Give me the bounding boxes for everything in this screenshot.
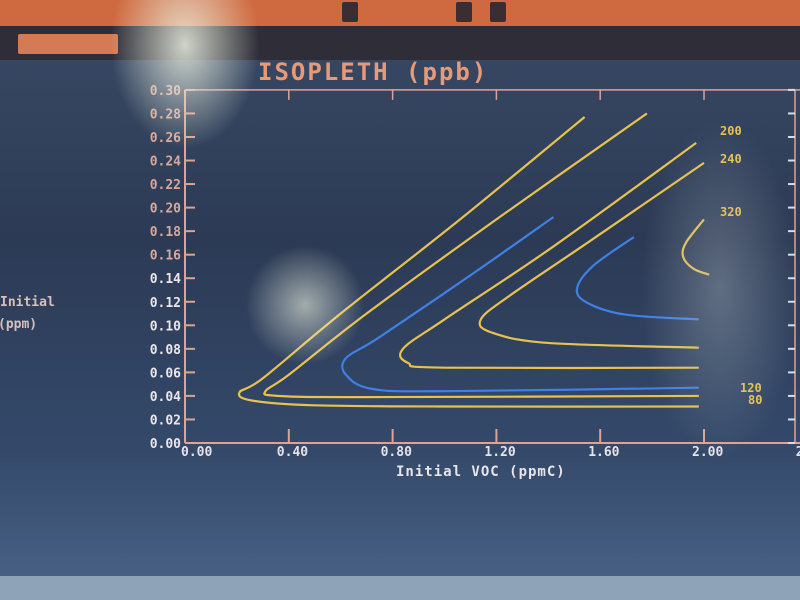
y-axis-label-line: (ppm) [0,317,38,332]
y-tick-label: 0.04 [150,390,181,405]
y-axis-label: Initial (ppm) [0,292,55,336]
toolbar-button[interactable] [490,2,506,22]
y-tick-label: 0.08 [150,343,181,358]
contour-label: 200 [720,124,742,138]
y-tick-label: 0.16 [150,249,181,264]
x-tick-label: 1.60 [588,445,619,460]
y-tick-label: 0.26 [150,131,181,146]
toolbar-button[interactable] [456,2,472,22]
y-tick-label: 0.10 [150,319,181,334]
isopleth-contour-unlabeled-5 [575,236,699,321]
x-tick-label: 0.40 [277,445,308,460]
x-tick-label: 2.40 [796,445,800,460]
isopleth-contour-120 [263,112,699,399]
window-tab[interactable] [18,34,118,54]
x-tick-label: 0.80 [381,445,412,460]
y-tick-label: 0.06 [150,366,181,381]
contour-label: 240 [720,152,742,166]
isopleth-contour-320 [681,218,710,276]
y-tick-label: 0.12 [150,296,181,311]
status-bar [0,576,800,600]
contour-label: 120 [740,381,762,395]
isopleth-contour-80 [237,116,699,408]
contour-label: 80 [748,393,762,407]
y-tick-label: 0.14 [150,272,181,287]
y-tick-label: 0.20 [150,202,181,217]
y-axis-label-line: Initial [0,295,55,310]
y-tick-label: 0.00 [150,437,181,452]
chart-title: ISOPLETH (ppb) [258,58,489,86]
y-tick-label: 0.02 [150,413,181,428]
isopleth-contour-240 [478,161,705,349]
isopleth-contour-unlabeled-2 [341,216,699,393]
y-tick-label: 0.18 [150,225,181,240]
y-tick-label: 0.22 [150,178,181,193]
x-tick-label: 2.00 [692,445,723,460]
y-tick-label: 0.30 [150,84,181,99]
y-tick-label: 0.24 [150,155,181,170]
toolbar-button[interactable] [342,2,358,22]
x-axis-label: Initial VOC (ppmC) [396,464,566,480]
x-tick-label: 1.20 [484,445,515,460]
contour-label: 320 [720,205,742,219]
y-tick-label: 0.28 [150,107,181,122]
x-tick-label: 0.00 [181,445,212,460]
isopleth-contour-200 [399,141,699,370]
